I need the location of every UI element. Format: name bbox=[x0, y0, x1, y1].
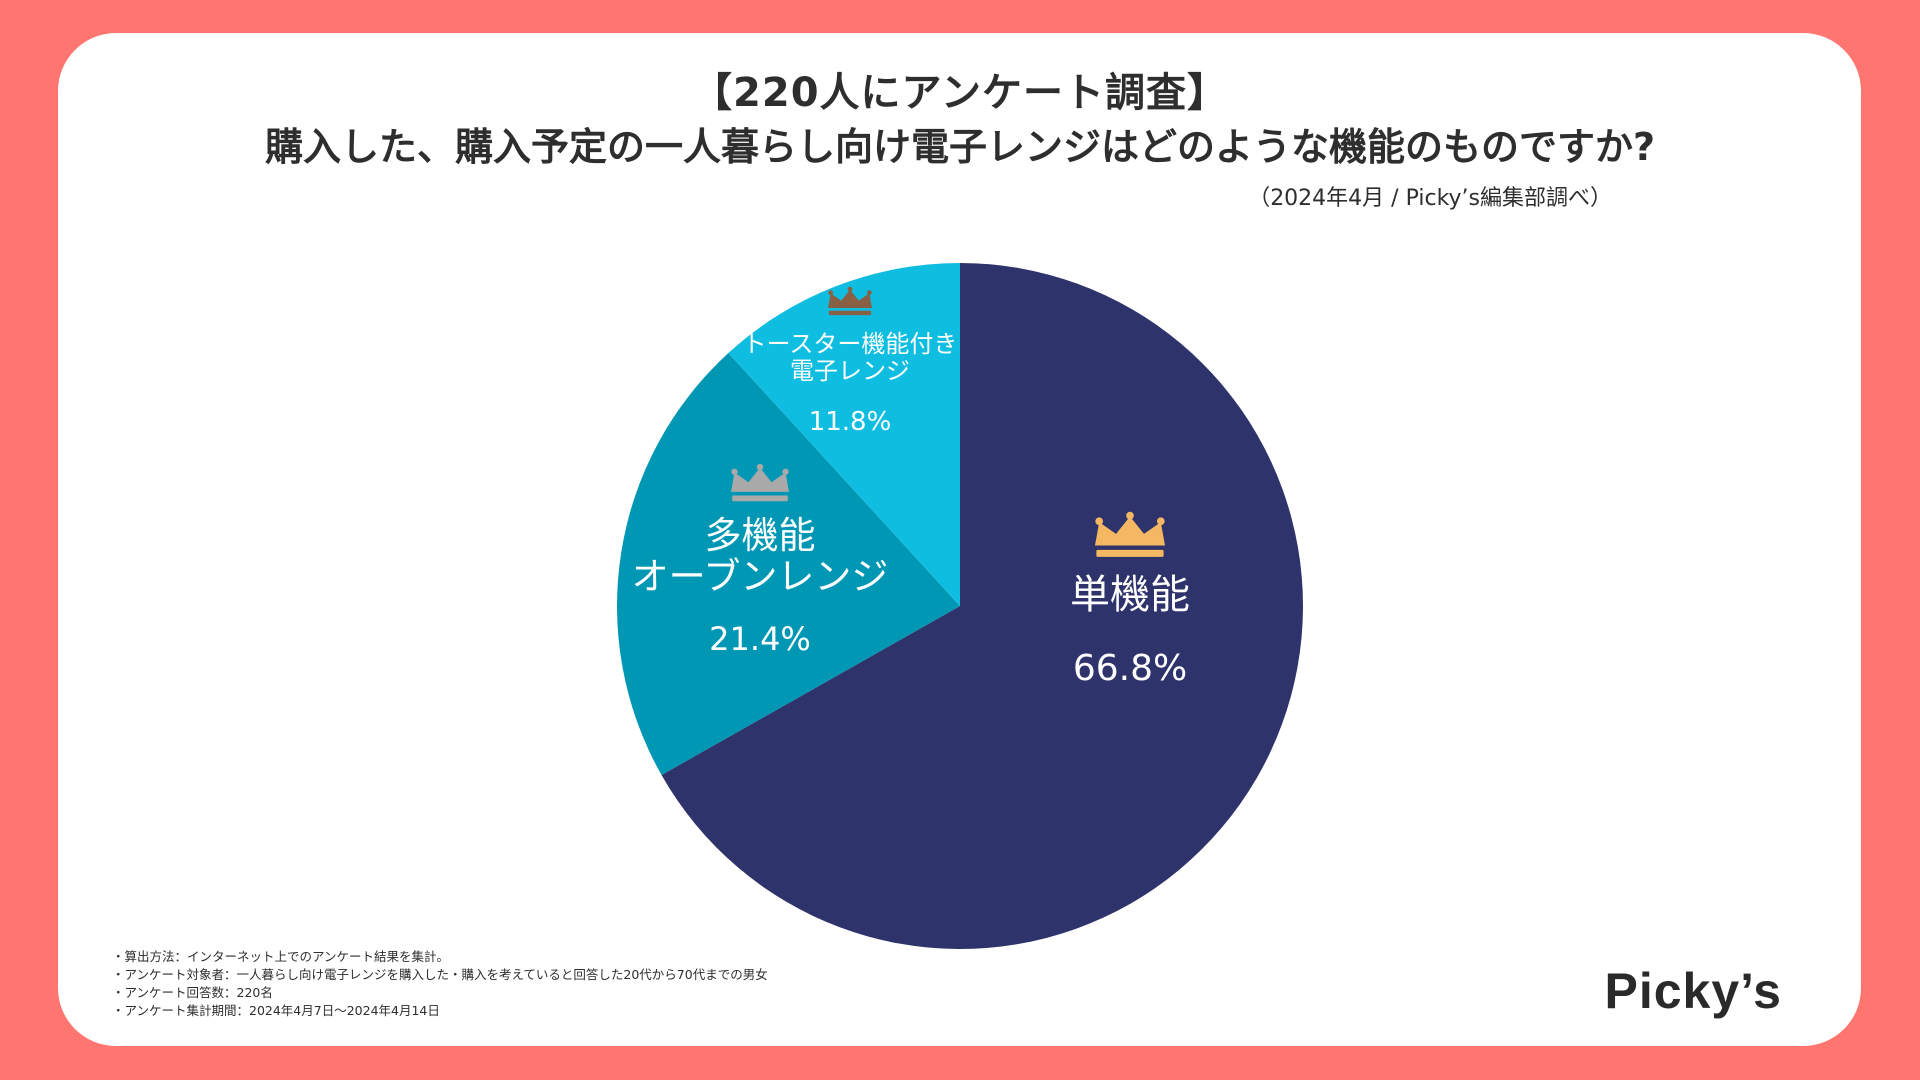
chart-title: 【220人にアンケート調査】 bbox=[692, 70, 1228, 116]
crown-icon-toaster-microwave bbox=[828, 286, 872, 316]
slice-label-multi-function-oven: 多機能オーブンレンジ bbox=[632, 514, 889, 598]
pie-slice-single-function bbox=[661, 263, 1303, 950]
pie-slice-multi-function-oven bbox=[617, 353, 960, 776]
slice-label-single-function: 単機能 bbox=[1070, 572, 1190, 618]
pie-slice-toaster-microwave bbox=[728, 263, 960, 606]
footnote-period: ・アンケート集計期間：2024年4月7日〜2024年4月14日 bbox=[112, 1003, 440, 1018]
slice-label-toaster-microwave: トースター機能付き電子レンジ bbox=[743, 330, 958, 385]
slice-value-toaster-microwave: 11.8% bbox=[809, 407, 892, 437]
pickys-logo: Picky’s bbox=[1604, 963, 1782, 1019]
footnote-count: ・アンケート回答数：220名 bbox=[112, 985, 273, 1000]
footnote-target: ・アンケート対象者：一人暮らし向け電子レンジを購入した・購入を考えていると回答し… bbox=[112, 967, 768, 982]
crown-icon-multi-function-oven bbox=[731, 463, 789, 502]
footnotes: ・算出方法：インターネット上でのアンケート結果を集計。 ・アンケート対象者：一人… bbox=[112, 948, 768, 1020]
slice-value-multi-function-oven: 21.4% bbox=[709, 620, 811, 658]
source-note: （2024年4月 / Picky’s編集部調べ） bbox=[1248, 186, 1612, 211]
crown-icon-single-function bbox=[1095, 511, 1165, 557]
footnote-method: ・算出方法：インターネット上でのアンケート結果を集計。 bbox=[112, 949, 450, 964]
chart-question: 購入した、購入予定の一人暮らし向け電子レンジはどのような機能のものですか? bbox=[264, 125, 1656, 169]
slice-value-single-function: 66.8% bbox=[1073, 648, 1187, 689]
